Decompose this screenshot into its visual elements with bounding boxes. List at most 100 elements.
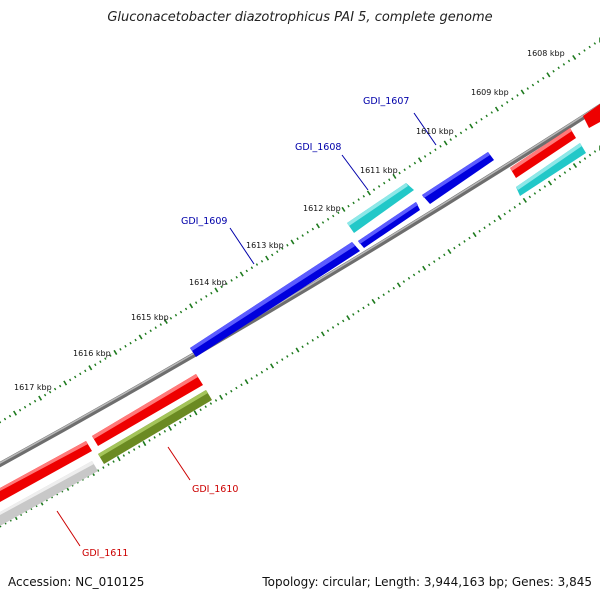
ruler-tick	[522, 197, 527, 203]
ruler-tick	[567, 59, 571, 63]
ruler-tick	[347, 204, 350, 208]
ruler-tick	[463, 240, 466, 243]
gene-feature-gdi-1609[interactable]	[190, 242, 360, 357]
ruler-tick	[342, 319, 345, 323]
gene-feature-red-mid[interactable]	[92, 374, 203, 446]
ruler-tick	[306, 342, 309, 345]
genome-backbone	[0, 103, 600, 468]
gene-feature-gdi-1607[interactable]	[422, 152, 494, 204]
ruler-tick	[316, 335, 319, 339]
ruler-tick	[153, 436, 156, 439]
gene-label-gdi-1610[interactable]: GDI_1610	[192, 484, 238, 495]
gene-feature-red-right[interactable]	[510, 128, 576, 178]
ruler-tick	[438, 256, 441, 260]
gene-label-gdi-1611[interactable]: GDI_1611	[82, 548, 128, 559]
ruler-tick	[94, 363, 97, 367]
ruler-tick	[295, 347, 300, 353]
ruler-tick	[485, 114, 488, 118]
ruler-tick	[214, 287, 219, 293]
ruler-tick	[189, 414, 192, 418]
ruler-tick	[412, 273, 416, 277]
ruler-tick	[371, 298, 376, 304]
ruler-tick-labels: 1608 kbp 1609 kbp 1610 kbp 1611 kbp 1612…	[14, 49, 565, 392]
gene-feature-gdi-1610[interactable]	[98, 390, 212, 464]
ruler-tick	[503, 212, 506, 216]
ruler-tick	[144, 332, 147, 336]
ruler-tick	[214, 399, 218, 402]
ruler-tick	[357, 198, 360, 201]
ruler-tick	[547, 180, 553, 186]
gene-label-gdi-1607[interactable]: GDI_1607	[363, 96, 409, 107]
ruler-tick	[265, 255, 270, 261]
gene-feature-red-left[interactable]	[0, 441, 92, 502]
ruler-tick	[413, 161, 417, 165]
ruler-tick	[132, 448, 136, 451]
ruler-tick	[154, 326, 157, 329]
gene-label-gdi-1608[interactable]: GDI_1608	[295, 142, 341, 153]
ruler-tick	[563, 171, 567, 174]
gene-feature-cyan-right[interactable]	[516, 143, 586, 196]
gene-labels: GDI_1607 GDI_1608 GDI_1609 GDI_1610 GDI_…	[82, 96, 409, 559]
ruler-tick	[372, 188, 376, 191]
ruler-tick	[184, 417, 187, 421]
ruler-tick	[500, 104, 504, 107]
tick-label-1615: 1615 kbp	[131, 313, 169, 322]
accession-text: Accession: NC_010125	[8, 575, 145, 589]
ruler-tick	[159, 323, 162, 326]
ruler-tick	[341, 206, 346, 212]
ruler-tick	[250, 377, 253, 380]
ruler-tick	[235, 276, 238, 279]
gene-label-gdi-1609[interactable]: GDI_1609	[181, 216, 227, 227]
ruler-tick	[225, 282, 228, 285]
ruler-tick	[219, 394, 224, 400]
ruler-tick	[200, 298, 203, 301]
ruler-tick	[8, 414, 12, 418]
ruler-tick	[109, 354, 112, 357]
ruler-tick	[357, 309, 360, 313]
ruler-tick	[453, 246, 456, 250]
ruler-tick	[478, 229, 481, 233]
ruler-tick	[578, 52, 581, 56]
ruler-tick	[546, 72, 551, 78]
ruler-tick	[526, 87, 529, 90]
gene-feature-gdi-1608[interactable]	[347, 183, 414, 233]
ruler-tick	[134, 338, 137, 342]
ruler-tick	[557, 66, 560, 70]
ruler-tick	[271, 253, 274, 257]
ruler-tick	[33, 399, 37, 403]
ruler-tick	[434, 148, 437, 151]
ruler-tick	[528, 195, 532, 199]
ruler-tick	[458, 243, 461, 247]
ruler-tick	[270, 363, 275, 369]
ruler-tick	[291, 351, 294, 355]
ruler-tick	[205, 295, 208, 298]
ruler-tick	[443, 140, 448, 146]
ruler-tick	[392, 286, 395, 290]
ruler-tick	[84, 369, 87, 373]
ruler-tick	[102, 466, 105, 469]
ruler-tick	[88, 365, 93, 371]
ruler-tick	[433, 260, 436, 263]
ruler-tick	[286, 355, 289, 358]
gene-label-leaders	[56, 112, 437, 547]
ruler-tick	[209, 402, 213, 405]
ruler-tick	[315, 223, 320, 229]
ruler-tick	[402, 280, 406, 283]
ruler-tick	[396, 282, 401, 288]
ruler-tick	[204, 405, 207, 408]
ruler-tick	[260, 260, 264, 263]
ruler-tick	[366, 190, 371, 196]
ruler-tick	[464, 128, 468, 131]
gene-feature-gdi-1611[interactable]	[0, 461, 98, 526]
ruler-tick	[127, 451, 131, 454]
ruler-tick	[475, 121, 478, 124]
ruler-tick	[388, 178, 391, 182]
ruler-tick	[63, 380, 68, 386]
tick-label-1617: 1617 kbp	[14, 383, 52, 392]
ruler-tick	[423, 155, 427, 158]
ruler-tick	[326, 217, 330, 221]
gene-feature-right-red-top[interactable]	[583, 104, 600, 128]
inner-ruler	[0, 145, 600, 528]
gene-feature-gdi-1608b[interactable]	[358, 202, 420, 248]
ruler-tick	[320, 331, 325, 337]
